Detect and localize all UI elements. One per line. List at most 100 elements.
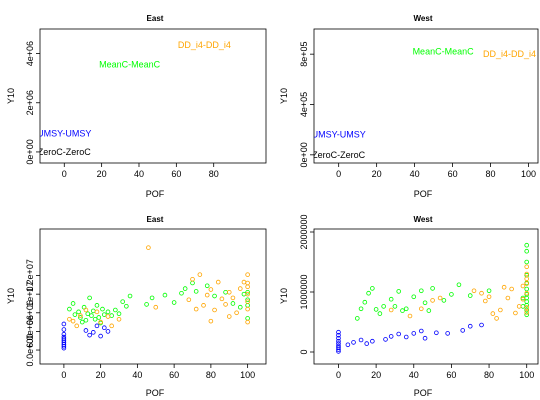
x-tick-label: 20 [97,169,107,179]
data-point-dd [212,307,217,313]
data-point-dd [245,272,250,277]
plot-box [39,228,267,365]
data-point-meanc [237,304,243,310]
data-point-dd [230,295,236,301]
data-point-umsy [388,334,394,339]
data-point-dd [245,284,250,290]
data-point-meanc [204,283,210,289]
x-ticks: 0 20 40 60 80 100 [61,364,255,380]
data-point-umsy [364,341,370,346]
data-point-meanc [105,309,111,315]
data-point-meanc [162,292,168,298]
data-point-meanc [230,301,236,306]
data-point-dd [67,317,72,322]
data-point-dd [78,313,83,318]
data-point-meanc [96,315,102,320]
data-point-meanc [245,316,250,321]
x-tick-label: 20 [96,370,106,380]
plot-box [313,28,539,164]
data-point-meanc [223,290,228,295]
data-point-umsy [61,336,67,342]
data-point-meanc [67,306,72,312]
data-point-dd [223,302,228,307]
data-point-meanc [524,286,530,292]
y-tick-label: 4e+05 [299,92,309,117]
panel-west-bottom: West 0 20 40 60 80 100 0 1000000 2000000 POF Y1… [279,214,539,398]
data-point-dd [94,309,100,315]
data-point-meanc [524,259,530,265]
data-point-meanc [354,316,360,321]
data-point-dd [524,281,530,286]
x-axis-label: POF [146,189,165,199]
data-point-dd [146,245,151,250]
data-point-umsy [90,330,96,335]
data-point-meanc [85,311,91,317]
data-point-umsy [434,330,439,336]
x-tick-label: 60 [171,169,181,179]
y-ticks: 0e+00 4e+05 8e+05 [299,42,314,167]
x-axis-label: POF [414,388,433,398]
data-point-meanc [109,313,114,318]
data-point-meanc [124,303,129,309]
data-point-dd [245,299,250,304]
x-axis-label: POF [414,189,433,199]
data-point-umsy [61,327,67,332]
data-point-dd [524,305,530,310]
data-point-meanc [430,286,435,291]
data-point-dd [245,291,250,297]
data-point-meanc [370,286,375,291]
scatter-points [336,242,530,354]
data-point-umsy [61,331,67,337]
data-point-umsy [61,321,67,327]
data-point-meanc [89,313,94,318]
data-point-meanc [127,293,133,299]
data-point-umsy [460,328,466,333]
x-tick-label: 40 [409,370,419,380]
data-point-dd [226,314,232,319]
point-text-label: MeanC-MeanC [413,47,475,57]
data-point-meanc [83,317,89,323]
data-point-dd [234,310,239,316]
x-tick-label: 60 [169,370,179,380]
data-point-meanc [193,289,199,294]
data-point-meanc [388,296,394,302]
y-tick-label: 2000000 [299,214,309,249]
data-point-umsy [336,341,341,346]
plot-box [39,28,267,164]
y-tick-label: 1.2e+07 [25,259,35,292]
data-point-dd [494,316,499,321]
data-point-meanc [520,304,526,309]
x-axis-label: POF [146,388,165,398]
data-point-meanc [418,288,424,294]
data-point-dd [471,288,477,294]
data-point-meanc [102,312,107,317]
plot-box [313,228,539,365]
data-point-dd [501,284,507,290]
point-text-label: DD_i4-DD_i4 [178,40,231,50]
x-tick-label: 60 [446,370,456,380]
point-text-label: UMSY-UMSY [312,130,366,140]
data-point-meanc [113,307,118,313]
data-point-dd [193,306,199,312]
data-point-meanc [524,242,530,248]
data-point-dd [245,306,250,312]
data-point-meanc [149,295,155,301]
data-point-umsy [351,340,356,345]
x-tick-label: 60 [448,169,458,179]
data-point-umsy [336,335,341,341]
data-point-meanc [396,289,402,294]
x-tick-label: 40 [134,169,144,179]
data-point-dd [237,286,243,291]
data-point-meanc [456,282,462,288]
data-point-dd [490,311,496,316]
data-point-umsy [479,322,484,328]
y-axis-label: Y10 [6,288,16,304]
x-tick-label: 0 [61,370,66,380]
y-axis-label: Y10 [6,88,16,104]
data-point-dd [201,303,206,308]
data-point-meanc [403,306,409,312]
y-tick-label: 1000000 [299,274,309,309]
data-point-umsy [336,338,341,344]
data-point-dd [245,280,250,286]
